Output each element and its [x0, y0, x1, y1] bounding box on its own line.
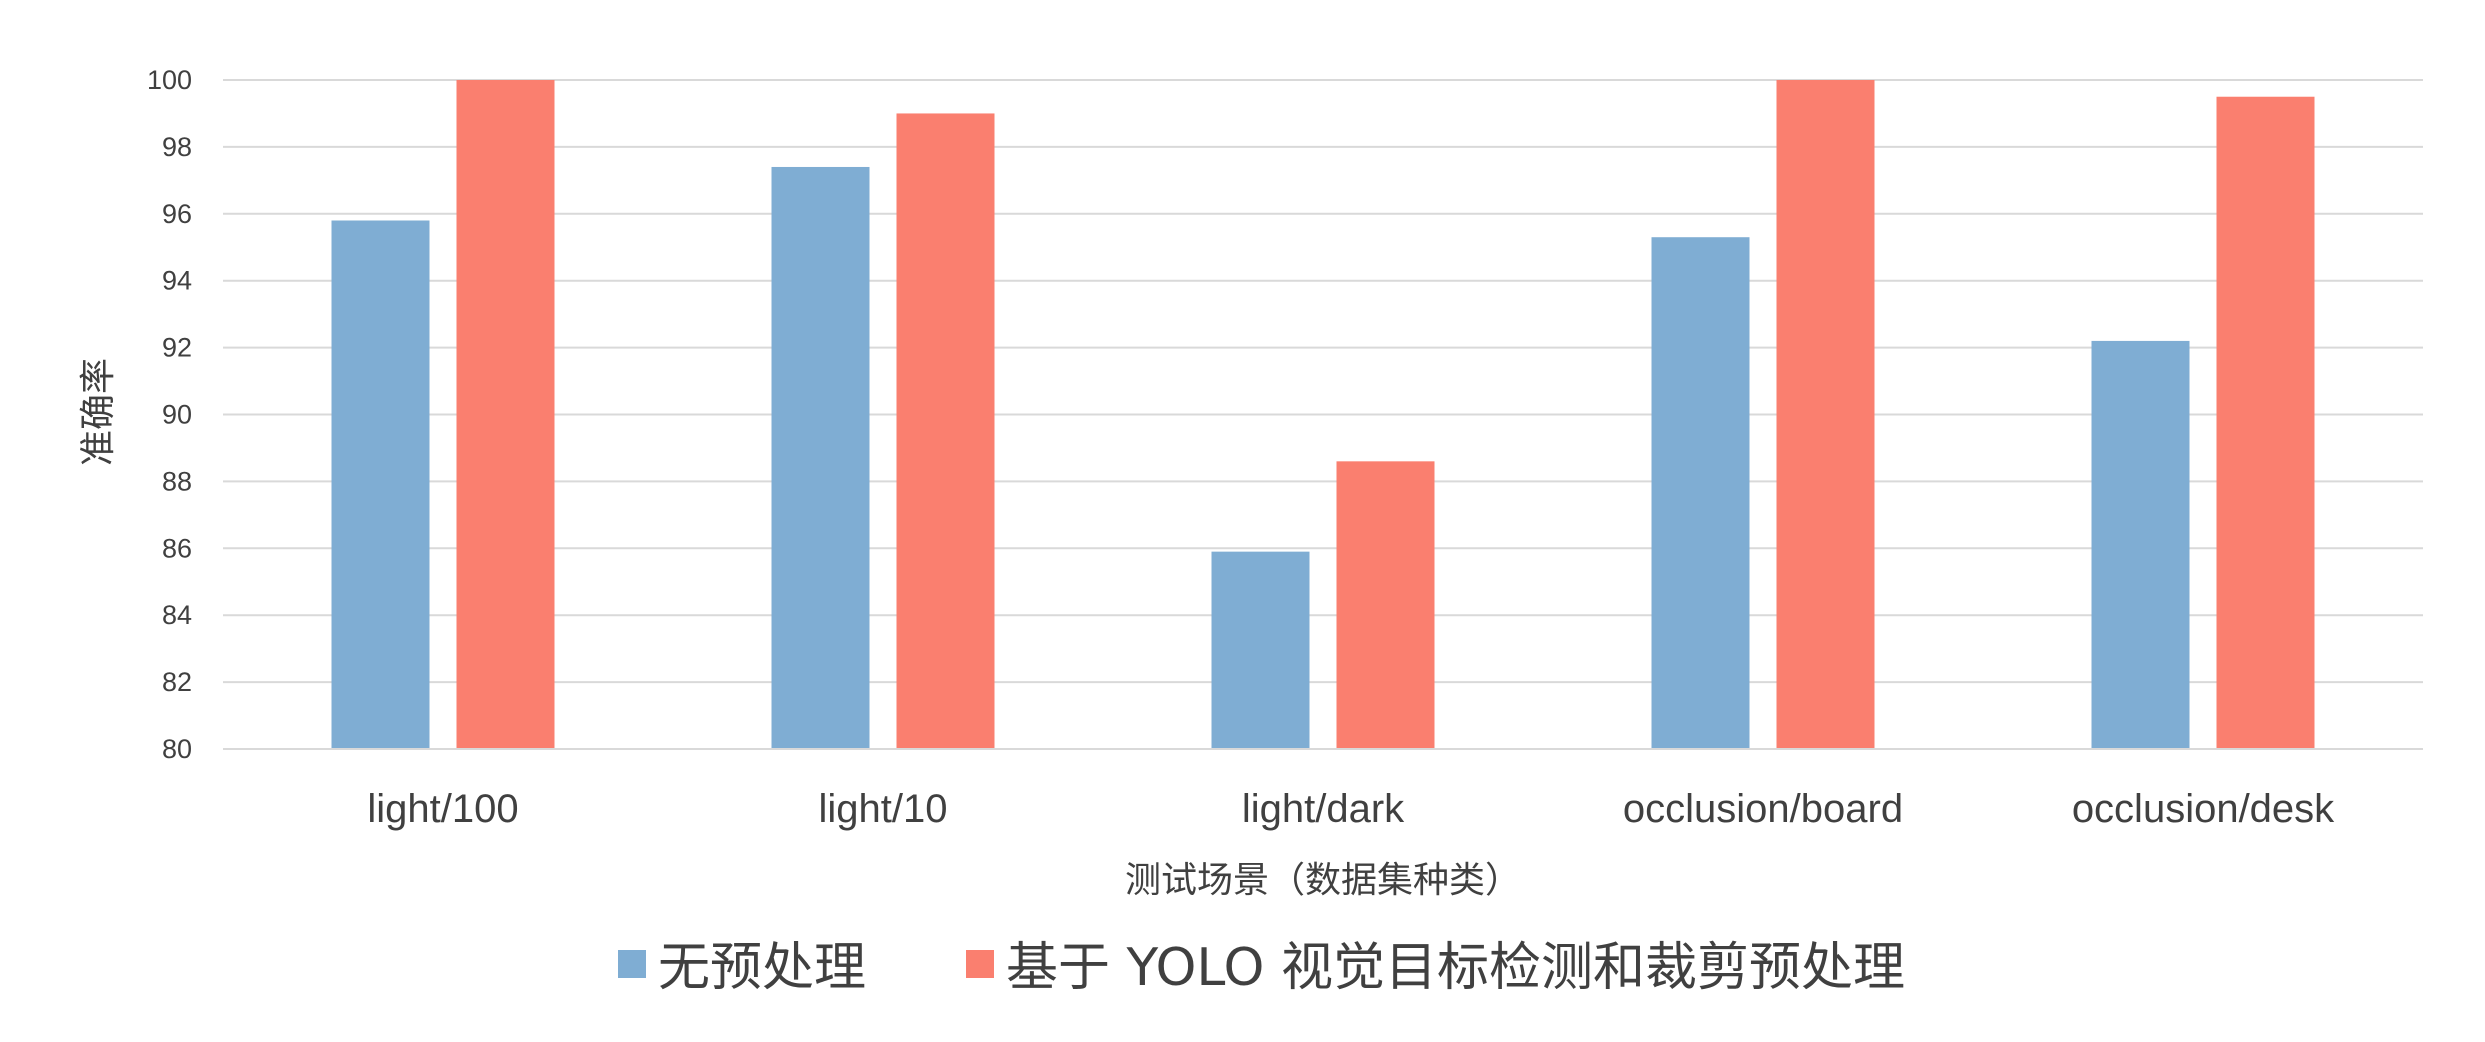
bar-series-2	[896, 113, 995, 749]
x-axis-title: 测试场景（数据集种类）	[1125, 860, 1521, 901]
gridlines	[223, 79, 2423, 684]
y-axis-title: 准确率	[78, 358, 119, 466]
bars	[331, 80, 2315, 750]
x-axis-categories: light/100 light/10 light/dark occlusion/boa…	[367, 787, 2335, 831]
bar-series-1	[331, 220, 430, 750]
y-tick-label: 96	[162, 199, 192, 229]
y-tick-label: 82	[162, 667, 192, 697]
bar-series-1	[1651, 237, 1750, 749]
bar-series-2	[456, 80, 555, 749]
bar-series-2	[1336, 461, 1435, 749]
y-tick-label: 92	[162, 333, 192, 363]
bar-series-1	[2091, 340, 2190, 749]
legend-swatch-2	[966, 950, 994, 978]
y-tick-label: 84	[162, 600, 192, 630]
legend: 无预处理 基于 YOLO 视觉目标检测和裁剪预处理	[618, 938, 1905, 998]
y-tick-label: 86	[162, 533, 192, 563]
y-tick-label: 90	[162, 400, 192, 430]
bar-series-2	[1776, 80, 1875, 749]
y-tick-label: 80	[162, 734, 192, 764]
bar-series-2	[2216, 96, 2315, 750]
bar-series-1	[771, 166, 870, 750]
legend-label-2: 基于 YOLO 视觉目标检测和裁剪预处理	[1006, 938, 1905, 998]
y-tick-label: 88	[162, 466, 192, 496]
bar-series-1	[1211, 551, 1310, 749]
y-tick-label: 98	[162, 132, 192, 162]
x-category-label: light/10	[819, 787, 948, 831]
x-category-label: occlusion/board	[1623, 787, 1903, 831]
legend-label-1: 无预处理	[658, 938, 866, 998]
x-category-label: occlusion/desk	[2072, 787, 2335, 831]
y-axis-ticks: 80 82 84 86 88 90 92 94 96 98 100	[147, 65, 192, 764]
y-tick-label: 94	[162, 266, 192, 296]
y-tick-label: 100	[147, 65, 192, 95]
legend-swatch-1	[618, 950, 646, 978]
x-category-label: light/dark	[1242, 787, 1405, 831]
x-category-label: light/100	[367, 787, 518, 831]
